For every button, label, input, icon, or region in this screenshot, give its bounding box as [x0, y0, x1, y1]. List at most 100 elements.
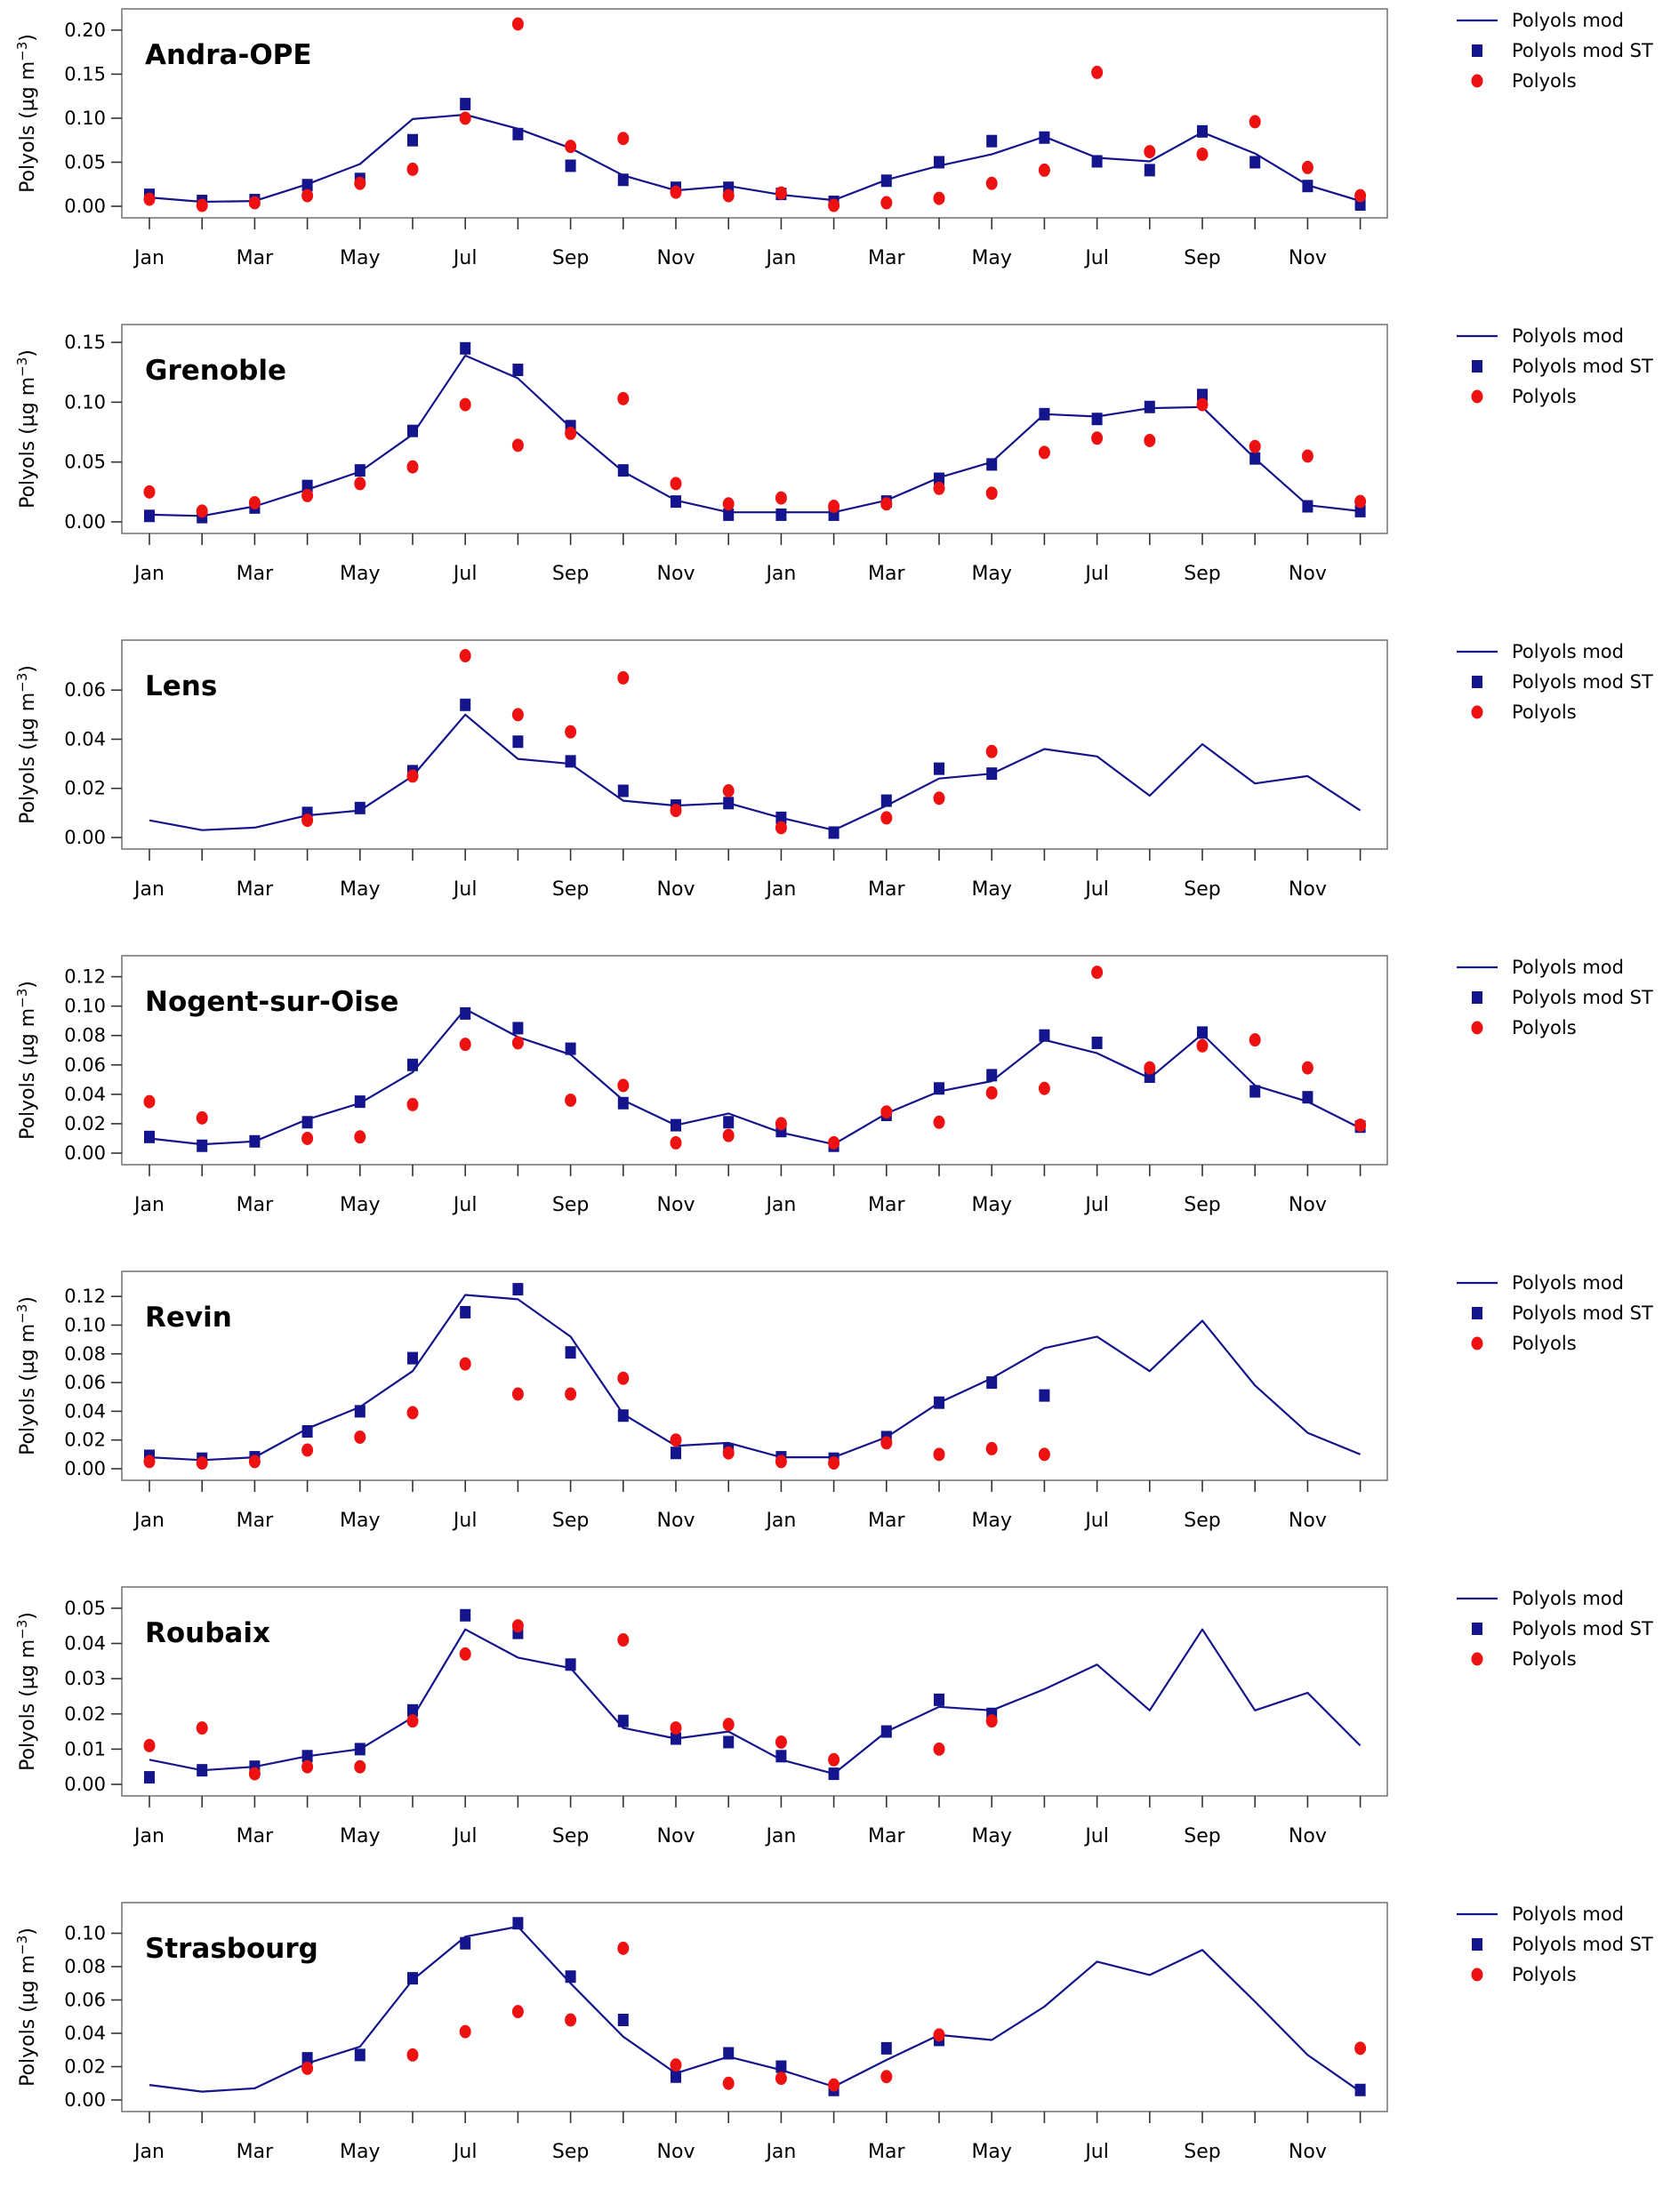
y-tick-label: 0.02	[64, 2056, 106, 2078]
obs-point	[354, 477, 366, 491]
x-tick-label: Jul	[452, 563, 478, 585]
obs-point	[617, 132, 630, 146]
mod-st-point	[460, 698, 471, 711]
obs-point	[1301, 1061, 1313, 1075]
legend-label: Polyols	[1512, 701, 1577, 723]
obs-point	[1249, 1033, 1261, 1047]
legend-label: Polyols mod ST	[1512, 1302, 1653, 1324]
mod-st-point	[354, 1405, 366, 1418]
obs-point	[511, 17, 524, 31]
x-tick-label: Mar	[237, 1510, 274, 1532]
x-tick-label: Mar	[237, 247, 274, 269]
obs-point	[1354, 188, 1367, 203]
obs-point	[354, 1130, 366, 1144]
mod-st-point	[986, 458, 998, 471]
mod-st-point	[1249, 156, 1261, 169]
legend-dot-sample	[1471, 389, 1483, 404]
x-tick-label: Jul	[452, 2141, 478, 2163]
legend-label: Polyols	[1512, 1648, 1577, 1670]
obs-point	[1249, 439, 1261, 453]
legend-label: Polyols mod ST	[1512, 671, 1653, 693]
x-tick-label: Nov	[657, 247, 695, 269]
obs-point	[301, 1131, 314, 1145]
plot-frame	[121, 1902, 1388, 2112]
legend-label: Polyols mod ST	[1512, 1934, 1653, 1955]
obs-point	[459, 111, 471, 125]
obs-point	[1091, 431, 1104, 445]
obs-point	[722, 497, 735, 511]
obs-point	[933, 481, 945, 495]
obs-point	[722, 1718, 735, 1732]
mod-st-point	[1354, 2083, 1366, 2096]
x-tick-label: Jan	[764, 1825, 796, 1847]
y-axis-label: Polyols (µg m−3)	[14, 1927, 39, 2087]
mod-st-point	[1039, 1389, 1050, 1402]
y-tick-label: 0.05	[64, 1598, 106, 1619]
y-tick-label: 0.04	[64, 2023, 106, 2044]
x-tick-label: Jul	[452, 247, 478, 269]
x-tick-label: May	[971, 2141, 1011, 2163]
legend-dot-sample	[1471, 1336, 1483, 1350]
y-tick-label: 0.05	[64, 452, 106, 473]
legend-dot-sample	[1471, 705, 1483, 719]
y-tick-label: 0.06	[64, 1990, 106, 2011]
obs-point	[828, 1135, 840, 1150]
x-tick-label: May	[340, 563, 380, 585]
legend-square-sample	[1472, 360, 1482, 373]
panel-nogent-sur-oise: 0.00 0.02 0.04 0.06 0.08 0.10 0.12 Jan Mar May Jul…	[14, 955, 1653, 1216]
obs-point	[775, 1455, 787, 1469]
obs-point	[828, 198, 840, 212]
panel-grenoble: 0.00 0.05 0.10 0.15 Jan Mar May Jul Sep Nov Jan Mar…	[14, 324, 1653, 585]
panel-revin: 0.00 0.02 0.04 0.06 0.08 0.10 0.12 Jan Mar May Jul…	[14, 1270, 1653, 1532]
x-tick-label: Jul	[1083, 1825, 1109, 1847]
obs-point	[143, 1455, 156, 1469]
obs-point	[670, 804, 682, 818]
obs-point	[933, 1742, 945, 1756]
x-tick-label: Mar	[868, 878, 905, 901]
legend-dot-sample	[1471, 1021, 1483, 1035]
obs-point	[722, 1446, 735, 1460]
y-tick-label: 0.06	[64, 1372, 106, 1393]
obs-point	[406, 162, 419, 176]
y-tick-label: 0.08	[64, 1956, 106, 1977]
x-tick-label: Jan	[764, 1194, 796, 1216]
mod-st-point	[1039, 131, 1050, 144]
mod-line	[149, 1007, 1362, 1146]
mod-st-point	[934, 1082, 944, 1095]
obs-point	[1144, 433, 1156, 447]
x-tick-label: Jul	[1083, 1510, 1109, 1532]
obs-point	[301, 488, 314, 502]
mod-st-point	[671, 1732, 681, 1745]
obs-point	[248, 1455, 261, 1469]
mod-st-point	[197, 1764, 208, 1777]
mod-st-point	[512, 1917, 524, 1930]
mod-st-point	[354, 1743, 366, 1756]
obs-point	[565, 426, 577, 440]
obs-point	[406, 2048, 419, 2062]
y-tick-label: 0.00	[64, 196, 106, 217]
mod-st-point	[144, 1130, 155, 1143]
y-tick-label: 0.20	[64, 20, 106, 41]
x-tick-label: Sep	[552, 1825, 589, 1847]
mod-st-point	[723, 1116, 735, 1129]
mod-st-point	[986, 767, 998, 781]
y-tick-label: 0.03	[64, 1668, 106, 1689]
y-tick-label: 0.01	[64, 1738, 106, 1759]
x-tick-label: May	[340, 1510, 380, 1532]
obs-point	[722, 1128, 735, 1142]
obs-point	[880, 196, 893, 210]
mod-st-point	[460, 1006, 471, 1020]
mod-st-point	[1144, 400, 1155, 413]
obs-point	[985, 176, 998, 190]
x-tick-label: Mar	[237, 878, 274, 901]
y-axis-label: Polyols (µg m−3)	[14, 1612, 39, 1771]
obs-point	[301, 2061, 314, 2075]
mod-st-point	[460, 98, 471, 111]
x-tick-label: Nov	[1289, 563, 1327, 585]
x-tick-label: May	[971, 1194, 1011, 1216]
y-axis-label: Polyols (µg m−3)	[14, 1296, 39, 1455]
x-tick-label: Jan	[133, 247, 165, 269]
obs-point	[775, 1735, 787, 1749]
x-tick-label: Jul	[1083, 247, 1109, 269]
